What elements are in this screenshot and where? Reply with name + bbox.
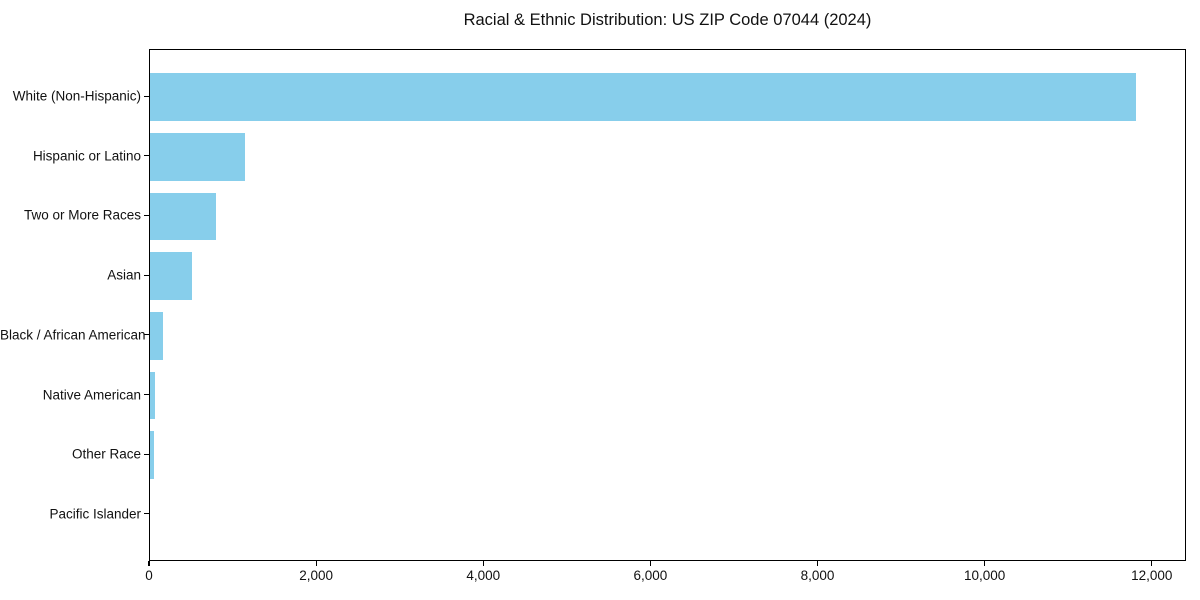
y-tick-mark — [144, 274, 149, 276]
x-tick-mark — [984, 561, 986, 566]
bar-native-american — [150, 371, 155, 420]
plot-area — [149, 49, 1186, 561]
y-tick-mark — [144, 393, 149, 396]
y-tick-label: White (Non-Hispanic) — [12, 88, 141, 104]
x-tick-label: 0 — [145, 568, 153, 583]
y-tick-label: Hispanic or Latino — [32, 148, 141, 164]
bar-black-african-american — [150, 311, 164, 360]
x-tick-mark — [148, 561, 150, 566]
y-tick-label: Black / African American — [0, 327, 146, 343]
y-tick-mark — [144, 513, 149, 515]
x-tick-label: 4,000 — [466, 568, 501, 583]
bar-two-or-more-races — [150, 192, 216, 241]
x-tick-label: 10,000 — [963, 568, 1006, 583]
y-tick-mark — [144, 95, 149, 97]
y-tick-label: Pacific Islander — [49, 506, 141, 522]
y-tick-label: Asian — [107, 267, 141, 283]
bar-other-race — [150, 431, 154, 480]
x-tick-mark — [1151, 561, 1153, 566]
y-tick-mark — [144, 214, 149, 217]
chart-title: Racial & Ethnic Distribution: US ZIP Cod… — [463, 11, 872, 29]
bar-asian — [150, 252, 192, 301]
bar-hispanic-or-latino — [150, 132, 246, 181]
y-tick-mark — [144, 155, 149, 157]
y-tick-mark — [144, 334, 149, 336]
y-tick-label: Native American — [42, 387, 141, 402]
y-tick-label: Two or More Races — [23, 207, 141, 223]
x-tick-label: 8,000 — [800, 568, 835, 583]
y-tick-mark — [144, 453, 149, 455]
x-tick-mark — [649, 561, 651, 566]
y-tick-label: Other Race — [71, 446, 141, 462]
x-tick-label: 6,000 — [633, 568, 668, 583]
x-tick-label: 2,000 — [299, 568, 334, 583]
bar-white-non-hispanic — [150, 73, 1137, 121]
x-tick-mark — [482, 561, 484, 566]
x-tick-label: 12,000 — [1131, 568, 1173, 583]
x-tick-mark — [816, 561, 819, 566]
x-tick-mark — [315, 561, 317, 566]
